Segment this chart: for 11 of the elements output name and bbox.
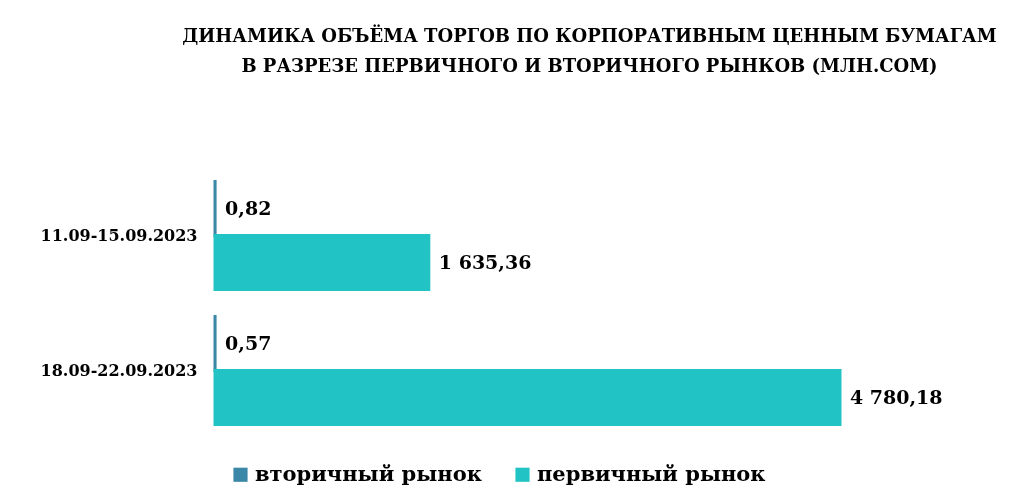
chart-title: ДИНАМИКА ОБЪЁМА ТОРГОВ ПО КОРПОРАТИВНЫМ ЦЕННЫМ БУМАГАМ В РАЗРЕЗЕ ПЕРВИЧНОГО И ВТОРИЧНОГО РЫНКОВ (МЛН.СОМ)	[182, 24, 997, 76]
legend-label: вторичный рынок	[255, 460, 482, 486]
bar	[213, 234, 431, 291]
data-label: 1 635,36	[438, 250, 532, 273]
y-tick-label: 18.09-22.09.2023	[40, 360, 198, 380]
data-label: 0,57	[225, 331, 272, 354]
data-label: 4 780,18	[850, 385, 943, 408]
y-tick-label: 11.09-15.09.2023	[40, 225, 198, 245]
data-label: 0,82	[225, 196, 272, 219]
legend-label: первичный рынок	[537, 460, 766, 486]
bar	[213, 369, 842, 426]
